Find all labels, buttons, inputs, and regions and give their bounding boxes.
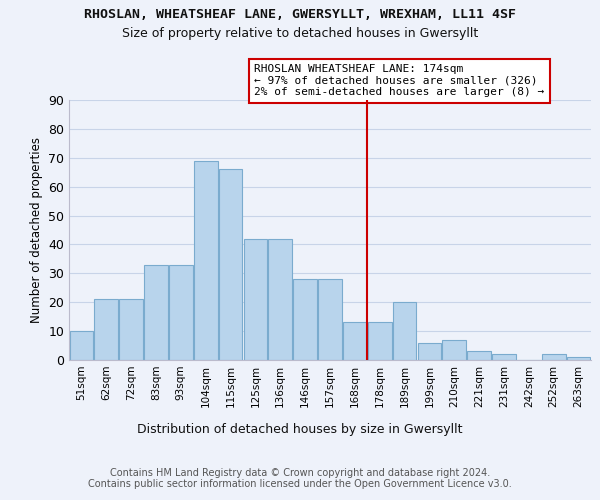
Bar — [567, 357, 590, 360]
Bar — [194, 160, 218, 360]
Bar — [442, 340, 466, 360]
Bar — [293, 279, 317, 360]
Bar — [119, 300, 143, 360]
Y-axis label: Number of detached properties: Number of detached properties — [29, 137, 43, 323]
Bar — [244, 238, 267, 360]
Bar — [393, 302, 416, 360]
Bar — [219, 170, 242, 360]
Bar — [343, 322, 367, 360]
Bar — [467, 352, 491, 360]
Text: RHOSLAN WHEATSHEAF LANE: 174sqm
← 97% of detached houses are smaller (326)
2% of: RHOSLAN WHEATSHEAF LANE: 174sqm ← 97% of… — [254, 64, 545, 98]
Bar — [144, 264, 168, 360]
Bar — [368, 322, 392, 360]
Bar — [70, 331, 93, 360]
Text: Size of property relative to detached houses in Gwersyllt: Size of property relative to detached ho… — [122, 28, 478, 40]
Text: RHOSLAN, WHEATSHEAF LANE, GWERSYLLT, WREXHAM, LL11 4SF: RHOSLAN, WHEATSHEAF LANE, GWERSYLLT, WRE… — [84, 8, 516, 20]
Bar — [542, 354, 566, 360]
Text: Distribution of detached houses by size in Gwersyllt: Distribution of detached houses by size … — [137, 422, 463, 436]
Bar — [94, 300, 118, 360]
Bar — [268, 238, 292, 360]
Bar — [418, 342, 441, 360]
Bar — [318, 279, 342, 360]
Bar — [169, 264, 193, 360]
Bar — [492, 354, 516, 360]
Text: Contains HM Land Registry data © Crown copyright and database right 2024.
Contai: Contains HM Land Registry data © Crown c… — [88, 468, 512, 489]
